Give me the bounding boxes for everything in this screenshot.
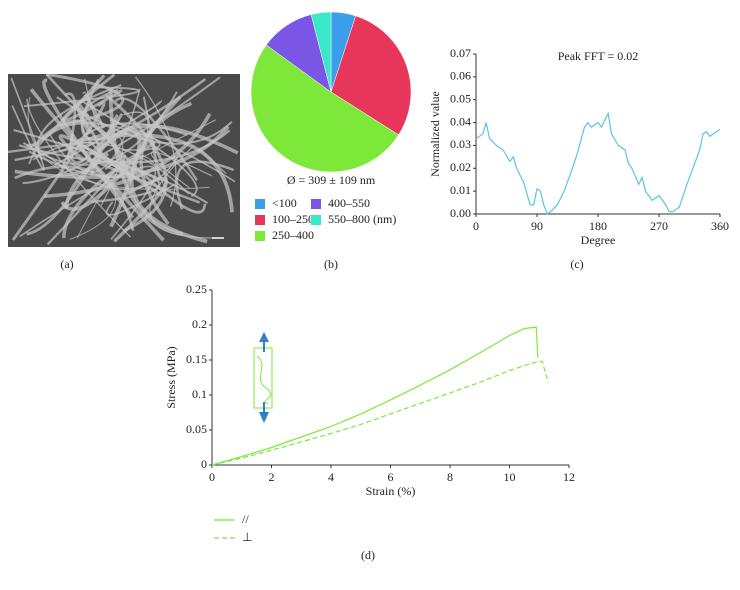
panel-label: (b) [324, 257, 338, 271]
x-tick-label: 270 [650, 219, 668, 233]
legend-label: 100–250 [272, 212, 314, 226]
y-tick-label: 0.03 [450, 137, 471, 151]
y-axis-label: Normalized value [428, 91, 442, 177]
legend-label: // [242, 512, 249, 526]
y-tick-label: 0 [201, 457, 207, 471]
y-tick-label: 0.04 [450, 114, 471, 128]
legend-label: ⊥ [242, 530, 252, 544]
legend-label: 550–800 (nm) [328, 212, 396, 226]
x-axis-label: Strain (%) [366, 484, 416, 498]
panel-label: (d) [361, 548, 375, 562]
pie-slice [250, 44, 399, 173]
pie-slice [310, 11, 332, 93]
panel-label: (c) [570, 257, 583, 271]
x-tick-label: 8 [447, 470, 453, 484]
y-tick-label: 0.07 [450, 46, 471, 60]
pie-subtitle: Ø = 309 ± 109 nm [287, 173, 376, 187]
y-tick-label: 0.1 [192, 387, 207, 401]
y-axis-label: Stress (MPa) [164, 346, 178, 408]
x-tick-label: 2 [269, 470, 275, 484]
sample-inset [253, 332, 273, 423]
x-axis-label: Degree [581, 233, 616, 247]
legend-swatch [311, 199, 321, 209]
y-tick-label: 0.05 [186, 422, 207, 436]
x-tick-label: 4 [328, 470, 334, 484]
data-line [211, 360, 549, 466]
legend-swatch [255, 199, 265, 209]
y-tick-label: 0.00 [450, 206, 471, 220]
x-tick-label: 10 [504, 470, 516, 484]
sem-image [8, 74, 240, 247]
x-tick-label: 180 [589, 219, 607, 233]
x-tick-label: 0 [473, 219, 479, 233]
legend-label: 250–400 [272, 228, 314, 242]
x-tick-label: 360 [711, 219, 729, 233]
pie-slice [330, 15, 412, 136]
x-tick-label: 0 [209, 470, 215, 484]
legend-swatch [255, 231, 265, 241]
data-line [211, 326, 539, 466]
y-tick-label: 0.15 [186, 352, 207, 366]
legend-swatch [255, 215, 265, 225]
y-tick-label: 0.05 [450, 91, 471, 105]
panel-label: (a) [60, 257, 73, 271]
y-tick-label: 0.25 [186, 282, 207, 296]
y-tick-label: 0.2 [192, 317, 207, 331]
x-tick-label: 12 [563, 470, 575, 484]
x-tick-label: 90 [531, 219, 543, 233]
y-tick-label: 0.02 [450, 160, 471, 174]
legend-label: <100 [272, 196, 297, 210]
y-tick-label: 0.01 [450, 183, 471, 197]
x-tick-label: 6 [388, 470, 394, 484]
legend-swatch [311, 215, 321, 225]
data-line [475, 111, 721, 215]
legend-label: 400–550 [328, 196, 370, 210]
y-tick-label: 0.06 [450, 69, 471, 83]
annotation: Peak FFT = 0.02 [558, 49, 639, 63]
